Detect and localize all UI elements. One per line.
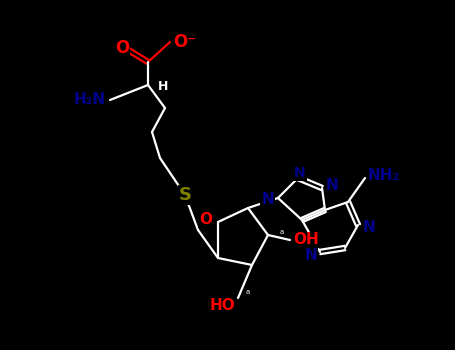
Text: H: H <box>158 80 168 93</box>
Text: NH₂: NH₂ <box>368 168 400 182</box>
Text: N: N <box>326 178 339 194</box>
Text: a: a <box>246 289 250 295</box>
Text: N: N <box>261 193 274 208</box>
Text: N: N <box>304 248 317 264</box>
Text: O: O <box>199 212 212 228</box>
Text: N: N <box>294 166 306 180</box>
Text: S: S <box>178 186 192 204</box>
Text: HO: HO <box>209 299 235 314</box>
Text: O⁻: O⁻ <box>173 33 196 51</box>
Text: O: O <box>115 39 129 57</box>
Text: a: a <box>280 229 284 235</box>
Text: N: N <box>363 219 376 234</box>
Text: H₂N: H₂N <box>74 92 106 107</box>
Text: OH: OH <box>293 232 319 247</box>
